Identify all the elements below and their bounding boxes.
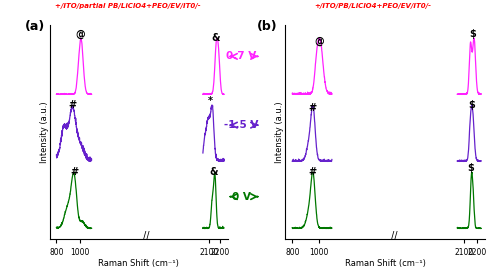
Text: &: & — [210, 167, 218, 177]
Text: (b): (b) — [257, 20, 278, 34]
Text: #: # — [68, 100, 76, 110]
Text: (a): (a) — [25, 20, 46, 34]
Text: @: @ — [314, 36, 324, 46]
Text: *: * — [208, 96, 212, 106]
Text: +/ITO/PB/LiClO4+PEO/EV/IT0/-: +/ITO/PB/LiClO4+PEO/EV/IT0/- — [314, 3, 431, 9]
Text: @: @ — [76, 29, 86, 39]
Text: -1.5 V: -1.5 V — [224, 120, 258, 130]
Text: #: # — [308, 103, 316, 112]
Text: 0 V: 0 V — [232, 192, 251, 202]
Text: &: & — [212, 33, 220, 43]
X-axis label: Raman Shift (cm⁻¹): Raman Shift (cm⁻¹) — [98, 259, 179, 268]
Y-axis label: Intensity (a.u.): Intensity (a.u.) — [274, 101, 283, 163]
Text: 0.7 V: 0.7 V — [226, 51, 256, 61]
Text: //: // — [144, 231, 150, 241]
Text: //: // — [390, 231, 397, 241]
Text: $: $ — [469, 29, 476, 39]
Text: $: $ — [468, 100, 475, 110]
Y-axis label: Intensity (a.u.): Intensity (a.u.) — [40, 101, 48, 163]
Text: #: # — [70, 167, 78, 177]
X-axis label: Raman Shift (cm⁻¹): Raman Shift (cm⁻¹) — [344, 259, 426, 268]
Text: $: $ — [468, 163, 474, 173]
Text: +/ITO/partial PB/LiClO4+PEO/EV/IT0/-: +/ITO/partial PB/LiClO4+PEO/EV/IT0/- — [54, 3, 201, 9]
Text: #: # — [308, 167, 316, 177]
